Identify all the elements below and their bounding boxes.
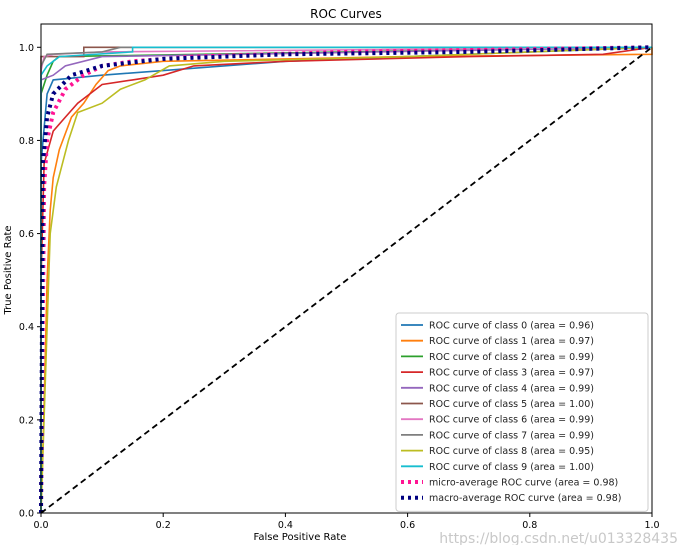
y-tick-label: 0.8 (19, 136, 34, 147)
legend-label-10: micro-average ROC curve (area = 0.98) (429, 478, 618, 489)
y-tick-label: 0.0 (19, 509, 34, 520)
legend-label-6: ROC curve of class 6 (area = 0.99) (429, 415, 594, 426)
legend-label-1: ROC curve of class 1 (area = 0.97) (429, 336, 594, 347)
plot-frame (40, 23, 653, 514)
roc-curve-11 (39, 45, 653, 514)
y-tick-label: 1.0 (19, 43, 34, 54)
legend-label-8: ROC curve of class 8 (area = 0.95) (429, 446, 594, 457)
legend-label-11: macro-average ROC curve (area = 0.98) (429, 493, 621, 504)
y-tick-label: 0.2 (19, 415, 34, 426)
x-tick-label: 0.6 (400, 520, 415, 531)
chart-title: ROC Curves (310, 7, 382, 21)
y-tick-label: 0.4 (19, 322, 34, 333)
roc-curve-10 (39, 45, 653, 514)
x-tick-label: 0.2 (156, 520, 171, 531)
y-axis-label: True Positive Rate (3, 225, 14, 315)
x-tick-label: 0.8 (522, 520, 537, 531)
legend-label-4: ROC curve of class 4 (area = 0.99) (429, 383, 594, 394)
legend-label-2: ROC curve of class 2 (area = 0.99) (429, 352, 594, 363)
x-tick-label: 1.0 (644, 520, 659, 531)
x-axis-label: False Positive Rate (254, 532, 347, 543)
reference-diagonal (40, 46, 653, 514)
y-tick-label: 0.6 (19, 229, 34, 240)
legend-label-5: ROC curve of class 5 (area = 1.00) (429, 399, 594, 410)
legend-box (395, 312, 649, 512)
roc-curve-8 (40, 46, 653, 514)
legend-label-0: ROC curve of class 0 (area = 0.96) (429, 321, 594, 332)
roc-curve-3 (40, 46, 653, 513)
legend-label-9: ROC curve of class 9 (area = 1.00) (429, 462, 594, 473)
x-tick-label: 0.4 (278, 520, 293, 531)
legend-label-7: ROC curve of class 7 (area = 0.99) (429, 430, 594, 441)
x-tick-label: 0.0 (33, 520, 48, 531)
legend-label-3: ROC curve of class 3 (area = 0.97) (429, 368, 594, 379)
watermark: https://blog.csdn.net/u013328435 (439, 531, 678, 545)
